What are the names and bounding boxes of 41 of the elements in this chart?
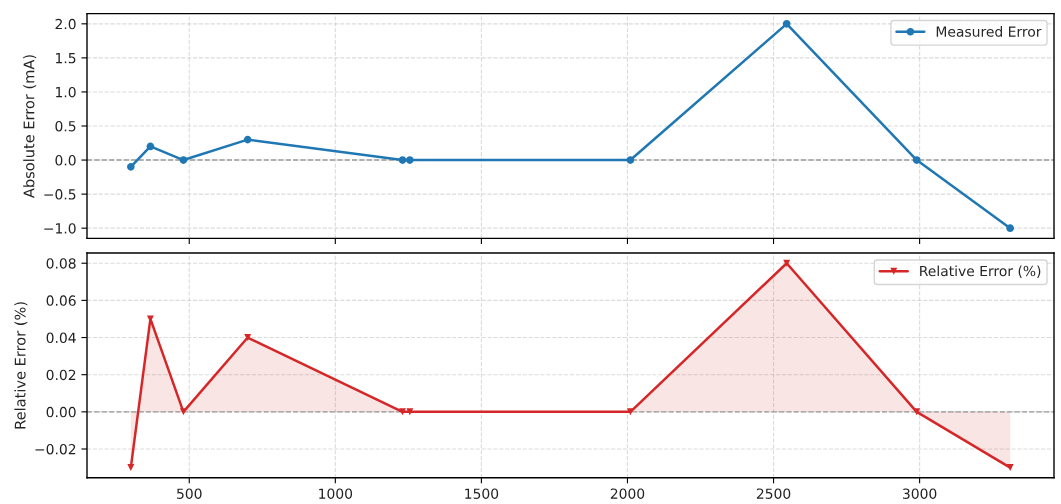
point <box>244 334 252 342</box>
point <box>399 408 406 416</box>
point <box>913 408 921 416</box>
point <box>406 408 414 416</box>
point <box>1006 224 1014 232</box>
point <box>398 156 407 164</box>
y-tick-label: 0.06 <box>46 295 76 306</box>
x-tick-label: 2000 <box>610 488 645 499</box>
x-tick-label: 1000 <box>319 488 353 499</box>
y-tick-label: 1.0 <box>56 86 76 98</box>
y-tick-label: 0.00 <box>46 406 76 418</box>
y-tick-label: 0.02 <box>46 369 76 381</box>
point <box>179 408 187 416</box>
point <box>127 163 135 171</box>
point <box>782 20 791 28</box>
y-tick-label: 0.5 <box>55 120 76 132</box>
y-tick-label: 2.0 <box>55 18 76 30</box>
legend-label: Relative Error (%) <box>920 265 1041 278</box>
x-tick-label: 2500 <box>756 488 791 499</box>
point <box>626 408 634 416</box>
point <box>912 156 921 164</box>
point <box>127 464 135 472</box>
point <box>626 156 635 164</box>
x-tick-label: 1500 <box>465 488 499 499</box>
y-tick-label: −1.0 <box>44 223 76 234</box>
legend-label: Measured Error <box>936 26 1042 37</box>
point <box>179 156 188 164</box>
y-tick-label: 1.5 <box>56 53 76 64</box>
point <box>406 156 414 164</box>
y-tick-label: 0.08 <box>46 258 76 269</box>
point <box>146 142 155 151</box>
y-tick-label: −0.02 <box>35 443 76 455</box>
y-tick-label: 0.04 <box>46 332 76 344</box>
y-axis-title: Relative Error (%) <box>14 302 28 429</box>
point <box>1006 464 1014 472</box>
x-tick-label: 3000 <box>903 488 937 499</box>
x-tick-label: 500 <box>177 488 202 499</box>
y-tick-label: −0.5 <box>44 189 76 200</box>
point <box>243 135 252 144</box>
y-tick-label: 0.0 <box>55 155 76 166</box>
y-axis-title: Absolute Error (mA) <box>23 55 37 198</box>
